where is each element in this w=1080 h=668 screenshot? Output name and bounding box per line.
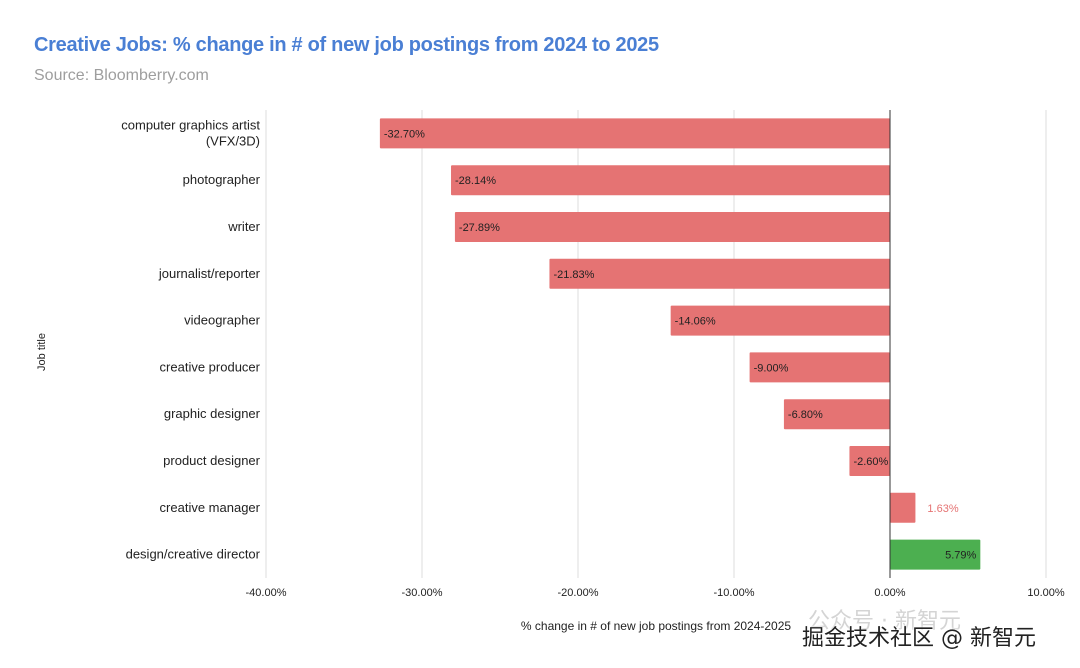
bar bbox=[890, 492, 916, 523]
x-tick-label: 10.00% bbox=[1027, 587, 1065, 599]
data-label: -27.89% bbox=[459, 222, 500, 234]
data-label: -9.00% bbox=[754, 362, 789, 374]
bar bbox=[379, 118, 890, 149]
data-label: 5.79% bbox=[945, 550, 976, 562]
data-label: -14.06% bbox=[675, 316, 716, 328]
y-tick-label: videographer bbox=[184, 313, 261, 328]
data-label: -28.14% bbox=[455, 175, 496, 187]
bar bbox=[890, 539, 981, 570]
y-axis-title: Job title bbox=[36, 333, 48, 371]
data-label: -2.60% bbox=[853, 456, 888, 468]
y-tick-label: computer graphics artist bbox=[121, 117, 260, 132]
y-tick-label: design/creative director bbox=[126, 547, 261, 562]
bar bbox=[749, 352, 890, 383]
y-tick-label: journalist/reporter bbox=[158, 266, 261, 281]
chart-title: Creative Jobs: % change in # of new job … bbox=[34, 34, 659, 56]
watermark-juejin: 掘金技术社区 @ 新智元 bbox=[802, 626, 1036, 651]
bar bbox=[670, 305, 890, 336]
y-tick-label: (VFX/3D) bbox=[206, 133, 260, 148]
y-tick-label: graphic designer bbox=[164, 406, 261, 421]
data-label: -6.80% bbox=[788, 409, 823, 421]
bar bbox=[549, 258, 890, 289]
x-axis-title: % change in # of new job postings from 2… bbox=[521, 619, 792, 633]
y-tick-label: writer bbox=[227, 219, 260, 234]
x-tick-label: 0.00% bbox=[874, 587, 905, 599]
bar bbox=[454, 212, 890, 242]
bar bbox=[849, 446, 890, 476]
bar bbox=[783, 399, 890, 430]
y-tick-label: creative producer bbox=[160, 359, 261, 374]
y-tick-label: photographer bbox=[183, 172, 261, 187]
x-tick-label: -10.00% bbox=[714, 587, 755, 599]
bar bbox=[451, 165, 890, 196]
watermark-wechat: 公众号 · 新智元 bbox=[808, 609, 961, 634]
y-tick-label: product designer bbox=[163, 453, 261, 468]
data-label: 1.63% bbox=[927, 503, 958, 515]
x-tick-label: -30.00% bbox=[402, 587, 443, 599]
y-tick-label: creative manager bbox=[160, 500, 261, 515]
x-tick-label: -40.00% bbox=[246, 587, 287, 599]
x-tick-label: -20.00% bbox=[558, 587, 599, 599]
data-label: -21.83% bbox=[553, 269, 594, 281]
chart-subtitle: Source: Bloomberry.com bbox=[34, 67, 209, 84]
data-label: -32.70% bbox=[384, 128, 425, 140]
